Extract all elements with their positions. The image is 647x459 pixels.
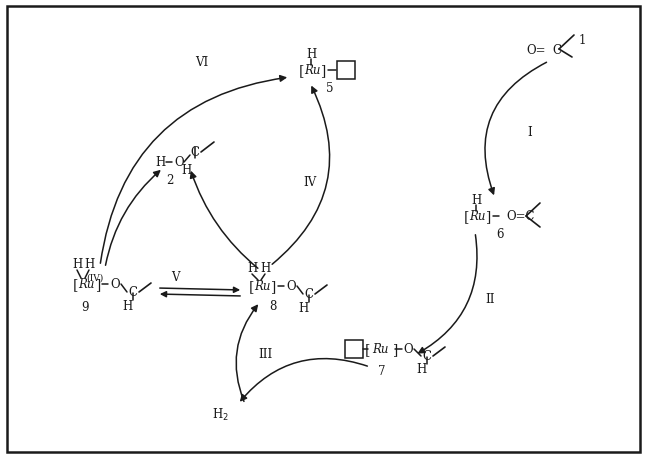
Text: (IV): (IV) (87, 273, 104, 282)
Text: [: [ (463, 210, 468, 224)
Text: I: I (527, 126, 532, 139)
Text: C: C (305, 288, 314, 301)
Text: III: III (258, 348, 272, 361)
Text: H$_2$: H$_2$ (212, 406, 228, 422)
Text: O=: O= (527, 44, 546, 56)
Bar (337, 62, 355, 80)
Text: Ru: Ru (468, 210, 485, 223)
Text: C: C (422, 350, 432, 363)
Text: O: O (174, 156, 184, 169)
Text: 8: 8 (269, 300, 277, 313)
Text: H: H (306, 48, 316, 62)
Text: Ru: Ru (254, 280, 270, 293)
Text: [: [ (365, 342, 370, 356)
Text: O=C: O=C (506, 210, 534, 223)
Text: 1: 1 (578, 34, 586, 46)
Text: Ru: Ru (303, 64, 320, 77)
Text: 2: 2 (166, 174, 173, 187)
Text: H: H (181, 164, 191, 177)
Text: H: H (416, 363, 426, 375)
Text: H: H (84, 258, 94, 271)
Text: ]: ] (96, 277, 102, 291)
Text: H: H (72, 258, 82, 271)
Text: H: H (155, 156, 165, 169)
Text: ]: ] (393, 342, 399, 356)
Text: ]: ] (322, 64, 327, 78)
Text: C: C (129, 286, 138, 299)
Text: H: H (298, 302, 308, 315)
Text: V: V (171, 271, 179, 284)
Text: O: O (403, 343, 413, 356)
Text: [: [ (72, 277, 78, 291)
Text: H: H (122, 300, 132, 313)
Bar (345, 340, 363, 358)
Text: O: O (110, 278, 120, 291)
Text: VI: VI (195, 56, 208, 68)
Text: IV: IV (303, 176, 316, 189)
Text: H: H (260, 262, 270, 275)
Text: 9: 9 (82, 301, 89, 314)
Text: Ru: Ru (78, 278, 94, 291)
Text: 6: 6 (496, 228, 504, 241)
Text: O: O (286, 280, 296, 293)
Text: H: H (471, 194, 481, 207)
Text: II: II (485, 293, 495, 306)
Text: [: [ (248, 280, 254, 293)
Text: C: C (190, 146, 199, 159)
Text: 7: 7 (378, 365, 386, 378)
Text: ]: ] (487, 210, 492, 224)
Text: [: [ (298, 64, 303, 78)
Text: Ru: Ru (372, 343, 388, 356)
Text: C: C (552, 44, 561, 56)
Text: ]: ] (271, 280, 277, 293)
Text: H: H (247, 262, 257, 275)
Text: 5: 5 (326, 81, 334, 94)
